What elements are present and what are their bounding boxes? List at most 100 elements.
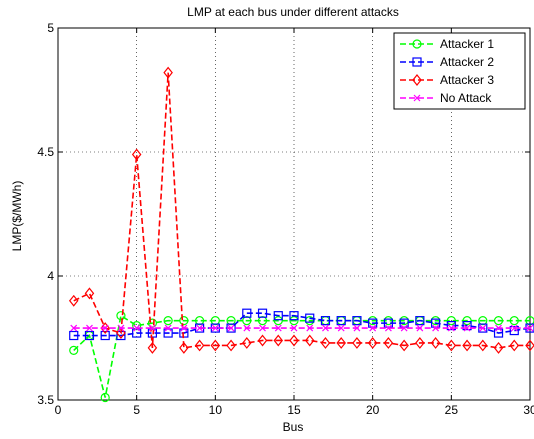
data-point [479,324,487,332]
data-point [383,336,394,349]
data-point [336,316,346,326]
data-point [273,311,283,321]
data-point [84,287,95,300]
data-point [509,339,520,352]
data-point [101,324,109,332]
legend-marker [412,57,422,67]
data-point [510,324,518,332]
data-point [257,308,268,318]
data-point [352,336,362,349]
x-tick-label: 25 [445,403,459,417]
data-point [368,318,378,328]
series-3 [68,66,534,354]
data-point [290,324,298,332]
data-point [446,316,456,326]
data-point [493,328,504,338]
data-point [242,308,252,318]
data-point [415,316,425,326]
series-2 [69,308,534,341]
legend-entry: No Attack [400,91,492,105]
data-point [117,324,125,332]
data-point [86,324,93,332]
legend-label: Attacker 3 [440,73,494,87]
data-point [259,324,266,332]
data-point [304,334,315,347]
data-point [70,324,78,332]
data-point [352,316,362,326]
data-point [320,316,331,326]
data-point [273,334,284,347]
data-point [320,336,331,349]
data-point [462,321,472,331]
data-point [463,324,471,332]
data-point [493,341,504,354]
data-point [164,324,172,332]
data-point [69,345,79,355]
data-point [495,324,502,332]
legend-label: Attacker 2 [440,55,494,69]
data-point [100,392,110,403]
data-point [305,313,315,323]
data-point [180,324,188,332]
data-point [147,318,157,328]
data-point [163,316,173,326]
legend-label: No Attack [440,91,492,105]
x-tick-label: 5 [133,403,140,417]
x-tick-label: 20 [366,403,380,417]
data-point [493,316,504,326]
data-point [163,328,173,338]
data-point [116,311,126,321]
data-point [353,324,361,332]
data-point [462,316,472,326]
data-point [100,322,110,335]
data-point [383,318,393,328]
data-point [257,334,268,347]
grid-lines [58,28,530,400]
data-point [400,324,408,332]
data-point [432,324,440,332]
y-tick-label: 4 [47,269,54,283]
legend-marker [413,94,421,102]
data-point [179,341,189,354]
y-tick-label: 4.5 [37,145,54,159]
data-point [415,336,425,349]
data-point [462,339,472,352]
legend-marker [412,39,422,49]
data-point [210,339,221,352]
data-point [478,339,488,352]
legend-entry: Attacker 3 [400,73,494,87]
data-point [147,341,158,354]
data-point [430,336,441,349]
y-tick-label: 3.5 [37,393,54,407]
data-point [194,339,205,352]
series-line [73,72,530,349]
data-point [416,324,424,332]
data-point [289,316,299,326]
data-point [274,324,282,332]
data-point [431,318,441,328]
data-point [509,316,519,326]
series-layer [68,66,534,403]
data-point [525,339,534,352]
data-point [84,330,95,341]
data-point [179,316,189,326]
data-point [273,316,283,326]
x-tick-label: 0 [55,403,62,417]
data-point [132,328,142,338]
data-point [336,336,346,349]
data-point [322,324,329,332]
data-point [211,324,219,332]
legend-entry: Attacker 1 [400,37,494,51]
data-point [337,324,345,332]
data-point [289,334,299,347]
data-point [148,324,156,332]
x-tick-label: 15 [287,403,301,417]
series-4 [70,324,534,332]
data-point [68,294,79,307]
data-point [446,321,456,331]
data-point [243,324,251,332]
data-point [526,324,534,332]
x-axis-label: Bus [283,420,304,434]
y-tick-label: 5 [47,21,54,35]
